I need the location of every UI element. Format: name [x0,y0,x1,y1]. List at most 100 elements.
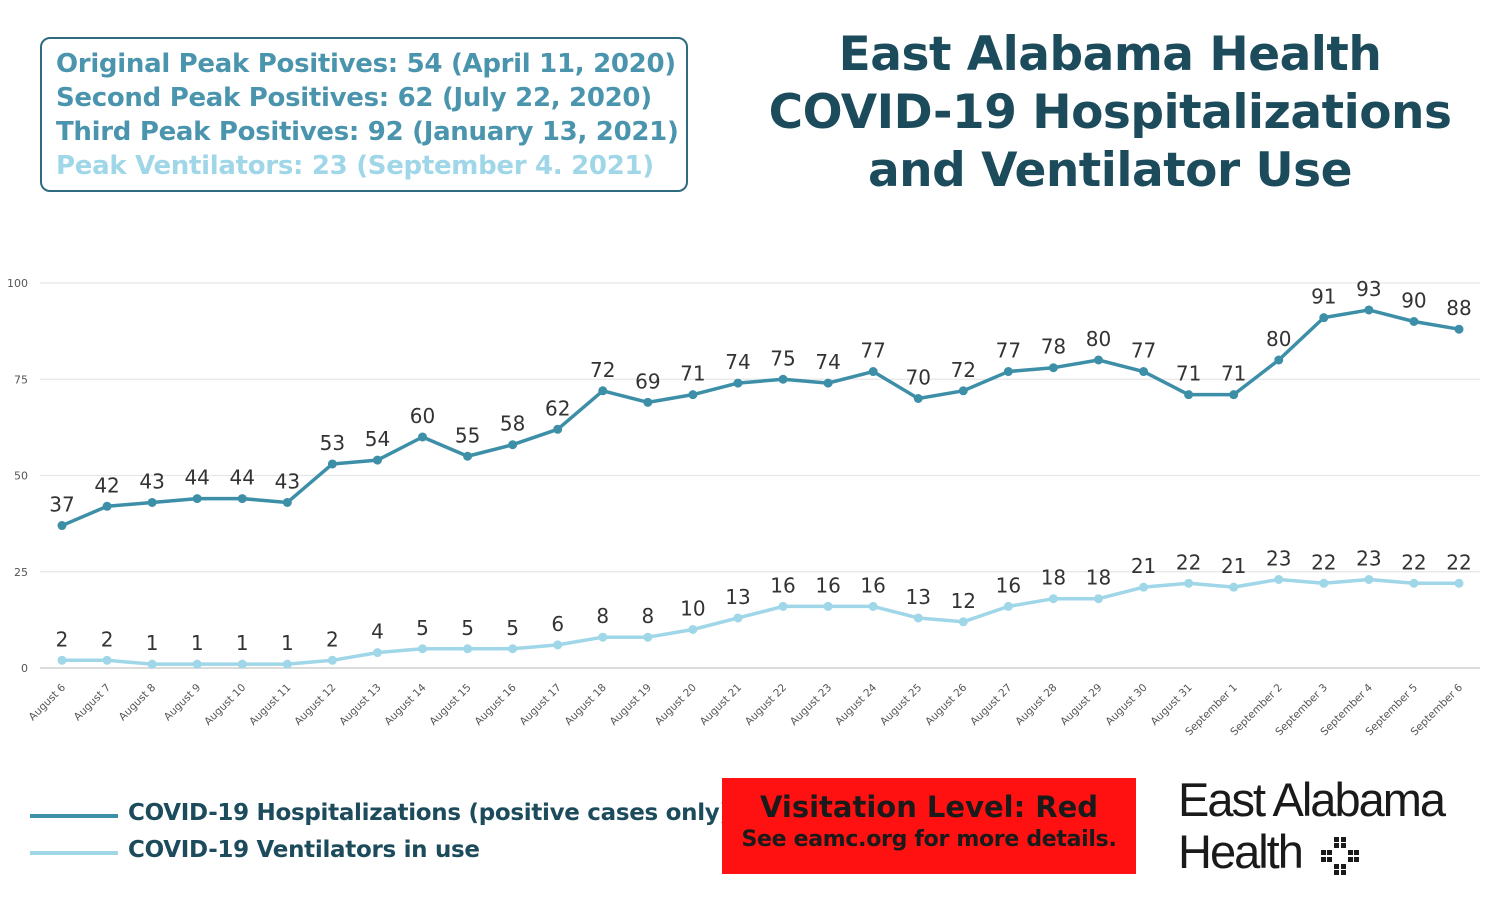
data-point-hospitalizations [192,494,202,504]
y-tick-label: 0 [21,662,28,675]
data-label-ventilators: 22 [1176,550,1201,574]
data-point-hospitalizations [1364,305,1374,315]
medical-cross-icon [1320,836,1359,875]
data-point-ventilators [372,648,382,658]
data-label-ventilators: 12 [951,589,976,613]
data-point-hospitalizations [1139,367,1149,377]
data-point-ventilators [1184,578,1194,588]
x-tick-label: August 16 [472,681,519,728]
data-label-hospitalizations: 55 [455,423,480,447]
data-point-hospitalizations [643,397,653,407]
data-label-ventilators: 2 [56,627,69,651]
x-tick-label: August 21 [698,682,744,728]
x-tick-label: August 20 [653,682,699,728]
data-label-hospitalizations: 91 [1311,285,1336,309]
data-label-hospitalizations: 71 [1176,362,1201,386]
data-label-ventilators: 22 [1401,550,1426,574]
data-label-hospitalizations: 58 [500,412,525,436]
data-point-hospitalizations [327,459,337,469]
x-tick-label: August 14 [382,681,429,728]
data-label-ventilators: 2 [326,627,339,651]
data-label-ventilators: 5 [461,616,474,640]
data-label-ventilators: 5 [506,616,519,640]
data-label-hospitalizations: 80 [1266,327,1291,351]
data-label-hospitalizations: 90 [1401,289,1426,313]
x-tick-label: August 22 [743,682,789,728]
data-point-ventilators [1003,601,1013,611]
data-label-hospitalizations: 88 [1446,296,1471,320]
data-label-ventilators: 22 [1446,550,1471,574]
y-tick-label: 100 [7,277,28,290]
data-point-ventilators [1409,578,1419,588]
data-label-hospitalizations: 43 [139,469,164,493]
x-tick-label: August 23 [788,682,834,728]
data-label-ventilators: 13 [905,585,930,609]
data-point-hospitalizations [508,440,518,450]
data-label-hospitalizations: 71 [680,362,705,386]
data-label-ventilators: 4 [371,620,384,644]
data-label-hospitalizations: 44 [184,466,209,490]
x-tick-label: August 7 [72,682,114,724]
visitation-subtitle: See eamc.org for more details. [741,827,1117,852]
data-point-ventilators [1093,594,1103,604]
series-line-ventilators [62,577,1459,666]
data-label-ventilators: 5 [416,616,429,640]
data-label-hospitalizations: 69 [635,369,660,393]
data-label-hospitalizations: 72 [590,358,615,382]
data-point-ventilators [463,644,473,654]
data-point-hospitalizations [958,386,968,396]
data-label-ventilators: 1 [236,631,249,655]
data-point-ventilators [823,601,833,611]
data-label-ventilators: 10 [680,597,705,621]
logo-line-2: Health [1178,826,1444,878]
data-point-hospitalizations [463,451,473,461]
data-point-hospitalizations [237,494,247,504]
data-label-ventilators: 16 [815,573,840,597]
x-tick-label: August 25 [878,682,924,728]
data-label-hospitalizations: 70 [905,366,930,390]
legend-swatch-ventilators [30,851,118,855]
legend-swatch-hospitalizations [30,814,118,818]
data-label-hospitalizations: 53 [320,431,345,455]
data-point-ventilators [1048,594,1058,604]
data-point-ventilators [418,644,428,654]
x-tick-label: August 27 [968,682,1014,728]
data-point-ventilators [733,613,743,623]
x-tick-label: August 17 [518,682,564,728]
data-point-hospitalizations [688,390,698,400]
data-label-ventilators: 8 [596,604,609,628]
data-point-ventilators [102,655,112,665]
data-point-ventilators [1319,578,1329,588]
data-point-hospitalizations [1229,390,1239,400]
x-tick-label: August 11 [247,682,293,728]
data-label-ventilators: 16 [770,573,795,597]
data-point-hospitalizations [1409,317,1419,326]
data-label-ventilators: 23 [1266,546,1291,570]
data-label-ventilators: 6 [551,612,564,636]
data-point-ventilators [147,659,157,669]
data-label-hospitalizations: 78 [1041,335,1066,359]
data-label-ventilators: 1 [281,631,294,655]
data-point-hospitalizations [1003,367,1013,377]
peak-line-second: Second Peak Positives: 62 (July 22, 2020… [56,83,652,113]
data-point-hospitalizations [553,424,563,434]
y-tick-label: 25 [14,566,28,579]
data-label-hospitalizations: 71 [1221,362,1246,386]
x-tick-label: August 12 [292,682,338,728]
data-point-ventilators [1229,582,1239,592]
title-line-2: COVID-19 Hospitalizations [768,85,1452,140]
data-point-ventilators [1454,578,1464,588]
peak-summary-box: Original Peak Positives: 54 (April 11, 2… [40,37,688,192]
x-tick-label: August 24 [833,681,880,728]
x-tick-label: August 6 [27,681,69,723]
data-point-hospitalizations [372,455,382,465]
data-point-hospitalizations [823,378,833,388]
data-point-hospitalizations [913,394,923,403]
data-point-hospitalizations [147,497,157,507]
data-point-hospitalizations [102,501,112,511]
data-label-hospitalizations: 77 [1131,339,1156,363]
east-alabama-health-logo: East Alabama Health [1178,774,1446,878]
data-label-hospitalizations: 43 [275,469,300,493]
data-label-ventilators: 18 [1086,566,1111,590]
